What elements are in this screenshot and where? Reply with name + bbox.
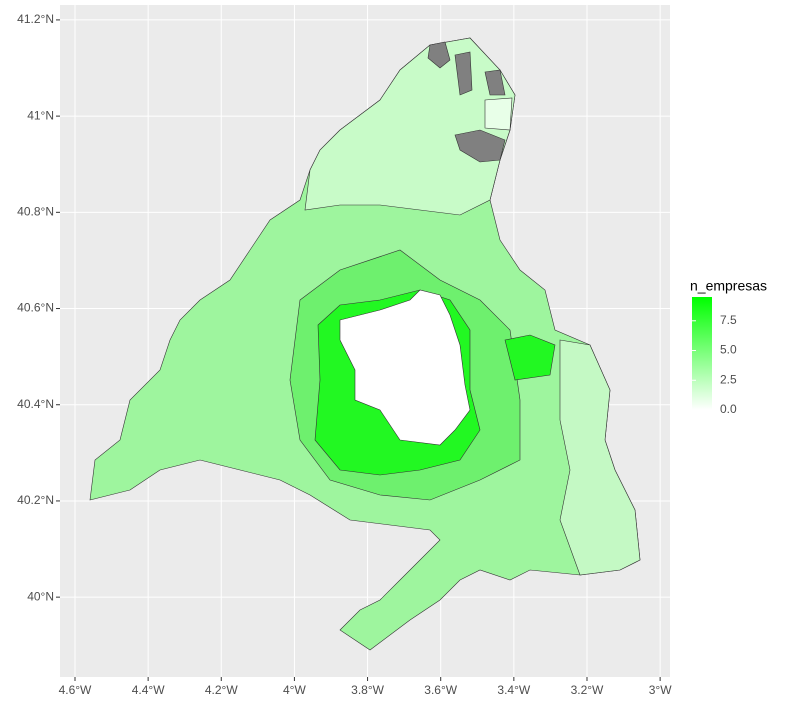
x-tick-label: 4.4°W — [132, 683, 165, 697]
legend-colorbar — [692, 297, 712, 410]
region — [427, 41, 451, 69]
region — [504, 334, 556, 381]
y-tick-label: 40°N — [27, 589, 54, 603]
region — [559, 339, 641, 576]
y-tick-label: 41.2°N — [17, 12, 54, 26]
region — [454, 129, 506, 163]
x-tick-label: 4.6°W — [59, 683, 92, 697]
legend-tick-label: 5.0 — [720, 343, 737, 357]
y-tick-label: 41°N — [27, 108, 54, 122]
y-tick-label: 40.4°N — [17, 397, 54, 411]
legend-tick-label: 2.5 — [720, 372, 737, 386]
map — [89, 37, 641, 651]
y-tick-label: 40.6°N — [17, 301, 54, 315]
region — [339, 289, 471, 446]
legend-tick-label: 7.5 — [720, 313, 737, 327]
region — [484, 69, 506, 96]
x-tick-label: 3°W — [649, 683, 672, 697]
x-tick-label: 3.2°W — [571, 683, 604, 697]
y-tick-label: 40.2°N — [17, 493, 54, 507]
x-tick-label: 3.6°W — [424, 683, 457, 697]
legend-tick-label: 0.0 — [720, 402, 737, 416]
x-tick-label: 4.2°W — [205, 683, 238, 697]
region — [484, 97, 513, 131]
y-tick-label: 40.8°N — [17, 204, 54, 218]
region — [454, 51, 473, 96]
x-tick-label: 3.4°W — [497, 683, 530, 697]
legend-title: n_empresas — [690, 278, 767, 294]
x-tick-label: 3.8°W — [351, 683, 384, 697]
x-tick-label: 4°W — [283, 683, 306, 697]
